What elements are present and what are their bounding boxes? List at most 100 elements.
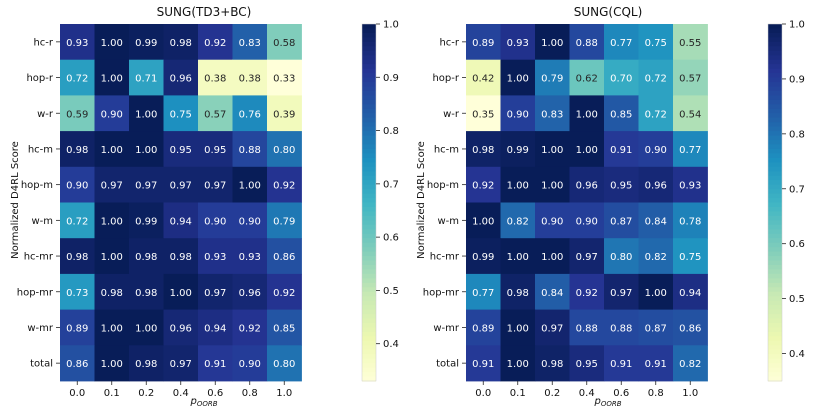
colorbar-segment	[362, 193, 376, 199]
colorbar-segment	[362, 157, 376, 163]
heatmap-cell	[60, 273, 95, 310]
colorbar-tick-label: 1.0	[383, 20, 399, 31]
heatmap-cell	[638, 309, 674, 346]
colorbar-segment	[362, 233, 376, 239]
cell-value-label: 1.00	[541, 38, 563, 49]
heatmap-cell	[94, 131, 130, 168]
heatmap-cell	[604, 59, 639, 96]
colorbar-segment	[768, 171, 782, 177]
cell-value-label: 1.00	[541, 252, 563, 263]
heatmap-cell	[638, 202, 674, 239]
cell-value-label: 0.98	[170, 38, 192, 49]
cell-value-label: 0.91	[472, 359, 494, 370]
heatmap-cell	[569, 24, 605, 61]
colorbar-segment	[362, 189, 376, 195]
cell-value-label: 1.00	[101, 359, 123, 370]
heatmap-cell	[94, 59, 130, 96]
cell-value-label: 0.90	[66, 181, 88, 192]
colorbar-segment	[362, 358, 376, 364]
y-tick-label: w-r	[37, 109, 54, 120]
cell-value-label: 0.93	[66, 38, 88, 49]
colorbar-segment	[362, 153, 376, 159]
colorbar-segment	[768, 331, 782, 337]
cell-value-label: 0.39	[273, 109, 295, 120]
heatmap-cell	[569, 238, 605, 275]
cell-value-label: 0.98	[101, 288, 123, 299]
colorbar-segment	[768, 64, 782, 70]
cell-value-label: 0.70	[610, 74, 632, 85]
cell-value-label: 1.00	[507, 74, 529, 85]
colorbar-segment	[768, 59, 782, 65]
cell-value-label: 0.80	[610, 252, 632, 263]
heatmap-cell	[232, 59, 268, 96]
colorbar-segment	[768, 220, 782, 226]
cell-value-label: 0.91	[204, 359, 226, 370]
heatmap-cell	[60, 59, 95, 96]
heatmap-cell	[466, 24, 501, 61]
colorbar-tick-label: 0.7	[383, 179, 399, 190]
cell-value-label: 0.82	[679, 359, 701, 370]
heatmap-cell	[267, 345, 302, 382]
colorbar-segment	[768, 336, 782, 342]
cell-value-label: 0.84	[645, 216, 667, 227]
cell-value-label: 0.75	[170, 109, 192, 120]
colorbar-segment	[362, 73, 376, 79]
colorbar-tick-label: 0.5	[789, 294, 805, 305]
colorbar-segment	[362, 331, 376, 337]
colorbar-segment	[768, 211, 782, 217]
colorbar-tick-label: 0.6	[789, 239, 805, 250]
heatmap-cell	[232, 309, 268, 346]
y-tick-label: hc-r	[33, 37, 53, 48]
colorbar-segment	[768, 238, 782, 244]
colorbar-segment	[362, 282, 376, 288]
heatmap-cell	[198, 202, 233, 239]
heatmap-cell	[267, 202, 302, 239]
cell-value-label: 1.00	[645, 288, 667, 299]
colorbar-segment	[768, 82, 782, 88]
colorbar-segment	[768, 278, 782, 284]
colorbar-segment	[768, 193, 782, 199]
colorbar: 0.4 0.5 0.6 0.7 0.8 0.9 1.0	[767, 20, 805, 382]
cell-value-label: 0.86	[273, 252, 295, 263]
x-tick-label: 0.1	[104, 388, 120, 399]
cell-value-label: 0.84	[541, 288, 563, 299]
y-tick-label: w-mr	[27, 323, 54, 334]
cell-value-label: 0.95	[610, 181, 632, 192]
colorbar-segment	[768, 322, 782, 329]
x-tick-labels: 0.0 0.1 0.2 0.4 0.6 0.8 1.0	[69, 381, 292, 399]
heatmap-cell	[94, 345, 130, 382]
cell-value-label: 0.80	[273, 145, 295, 156]
x-tick-label: 0.8	[648, 388, 664, 399]
colorbar-segment	[362, 86, 376, 92]
heatmap-cell	[60, 24, 95, 61]
heatmap-cell	[466, 309, 501, 346]
heatmap-cell	[673, 131, 708, 168]
heatmap-cell	[535, 59, 570, 96]
x-axis-label-sub: OORB	[197, 400, 218, 408]
x-tick-label: 0.0	[475, 388, 491, 399]
cell-value-label: 0.95	[170, 145, 192, 156]
colorbar-tick-label: 0.9	[789, 74, 805, 85]
colorbar-segment	[768, 55, 782, 61]
heatmap-cell	[94, 95, 130, 132]
cell-value-label: 0.94	[170, 216, 192, 227]
y-tick-label: hop-r	[432, 73, 459, 84]
y-tick-label: hc-m	[434, 144, 459, 155]
y-tick-label: w-r	[443, 109, 460, 120]
cell-value-label: 0.98	[472, 145, 494, 156]
y-tick-label: hop-mr	[423, 287, 460, 298]
cell-value-label: 0.88	[239, 145, 261, 156]
cell-value-label: 0.93	[239, 252, 261, 263]
colorbar-segment	[768, 296, 782, 302]
heatmap-cell	[535, 24, 570, 61]
heatmap-cell	[638, 24, 674, 61]
cell-value-label: 0.94	[679, 288, 701, 299]
colorbar-segment	[768, 354, 782, 360]
colorbar-segment	[362, 300, 376, 306]
x-tick-label: 1.0	[682, 388, 698, 399]
colorbar-segment	[362, 296, 376, 302]
x-axis-label: pOORB	[593, 396, 621, 408]
colorbar-segment	[362, 113, 376, 119]
y-axis-label: Normalized D4RL Score	[10, 141, 21, 259]
colorbar-tick-label: 0.4	[789, 349, 805, 360]
